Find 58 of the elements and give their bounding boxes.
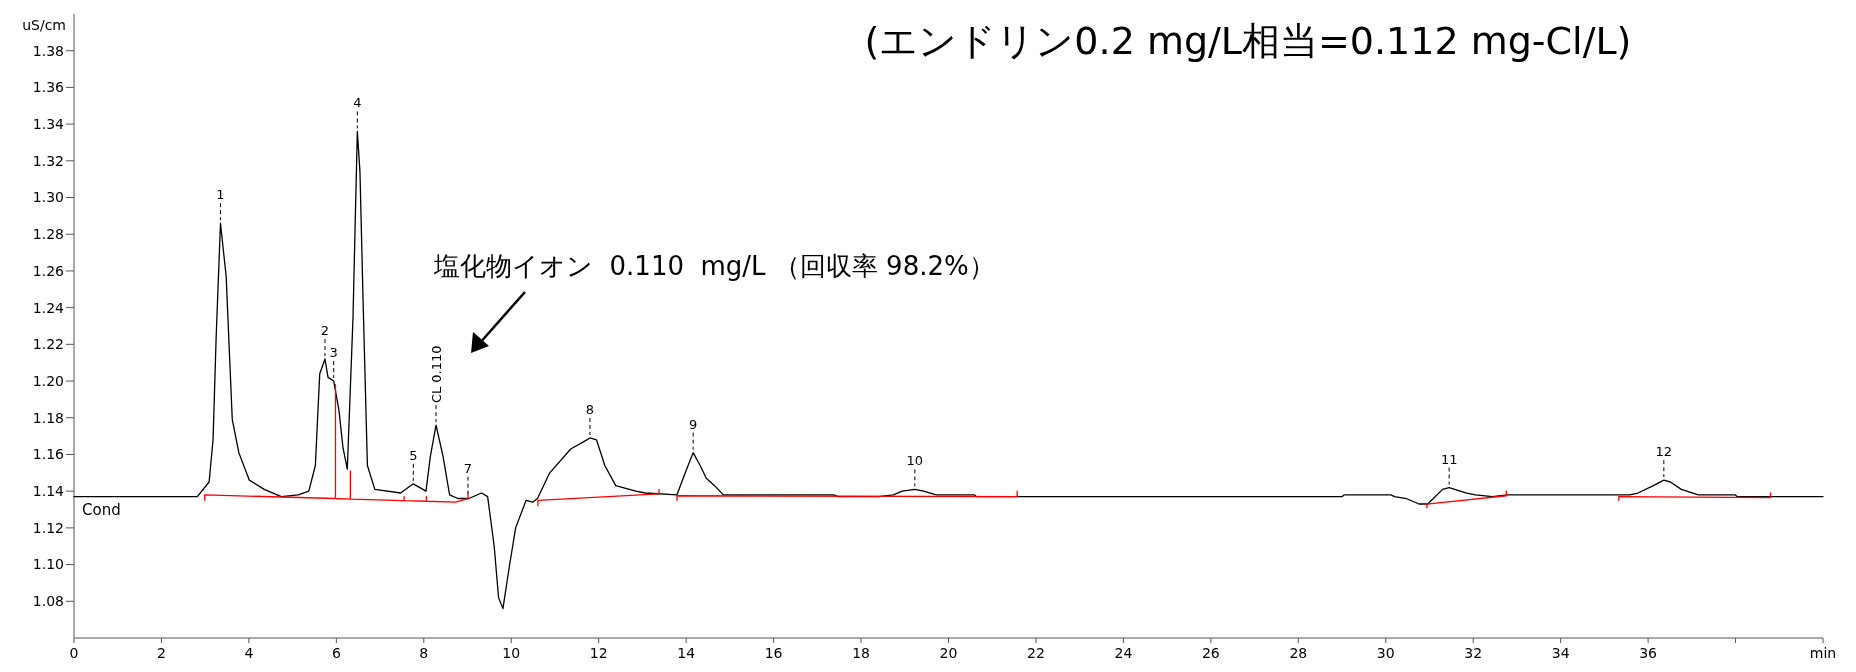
line-series xyxy=(1426,490,1508,509)
annotation: CL 0.110 xyxy=(429,345,445,404)
annotation: 12 xyxy=(1655,444,1673,460)
x-tick-label: 26 xyxy=(1201,645,1220,661)
y-tick-label: 1.28 xyxy=(32,226,64,243)
annotation: 3 xyxy=(329,345,338,361)
x-tick-label: 0 xyxy=(69,645,79,661)
x-tick-label: min xyxy=(1809,645,1837,661)
x-tick-label: 10 xyxy=(502,645,521,661)
line-series xyxy=(73,130,1824,610)
line-series xyxy=(204,384,469,503)
x-tick-label: 12 xyxy=(589,645,608,661)
annotation: 8 xyxy=(585,401,595,417)
annotation: 塩化物イオン 0.110 mg/L （回収率 98.2%） xyxy=(433,251,995,281)
x-tick-label: 18 xyxy=(852,645,870,661)
y-tick-label: 1.18 xyxy=(32,409,64,426)
y-tick-label: 1.20 xyxy=(32,372,64,389)
y-tick-label: 1.34 xyxy=(32,116,65,133)
y-tick-label: 1.26 xyxy=(32,262,65,279)
y-tick-label: 1.10 xyxy=(32,556,64,573)
x-tick-label: 32 xyxy=(1464,645,1483,661)
x-tick-label: 14 xyxy=(677,645,696,661)
x-tick-label: 30 xyxy=(1376,645,1395,661)
x-tick-label: 4 xyxy=(244,645,254,661)
line-series xyxy=(1618,492,1772,501)
annotation: 9 xyxy=(689,416,698,432)
chart-title: (エンドリン0.2 mg/L相当=0.112 mg-Cl/L) xyxy=(864,19,1632,63)
y-tick-label: 1.22 xyxy=(32,336,64,353)
x-tick-label: 6 xyxy=(331,645,341,661)
x-tick-label: 20 xyxy=(939,645,958,661)
y-tick-label: 1.38 xyxy=(32,42,64,59)
y-tick-label: 1.14 xyxy=(32,483,65,500)
annotation: 2 xyxy=(320,323,330,339)
line-series xyxy=(676,490,1018,501)
y-axis-title: uS/cm xyxy=(22,17,66,33)
x-tick-label: 24 xyxy=(1114,645,1133,661)
x-tick-label: 2 xyxy=(156,645,166,661)
y-tick-label: 1.16 xyxy=(32,446,65,463)
annotation: 1 xyxy=(216,187,225,203)
y-tick-label: 1.24 xyxy=(32,299,65,316)
annotation: 11 xyxy=(1440,451,1458,467)
x-tick-label: 8 xyxy=(419,645,429,661)
x-tick-label: 16 xyxy=(764,645,783,661)
y-tick-label: 1.32 xyxy=(32,152,64,169)
x-tick-label: 34 xyxy=(1551,645,1570,661)
y-tick-label: 1.36 xyxy=(32,79,65,96)
y-tick-label: 1.30 xyxy=(32,189,64,206)
series-label: Cond xyxy=(82,500,121,519)
annotation: 4 xyxy=(353,95,362,111)
x-tick-label: 36 xyxy=(1639,645,1658,661)
line-series xyxy=(537,488,660,507)
annotation: 10 xyxy=(906,453,924,469)
y-tick-label: 1.08 xyxy=(32,593,64,610)
x-tick-label: 28 xyxy=(1289,645,1308,661)
x-tick-label: 22 xyxy=(1027,645,1045,661)
y-tick-label: 1.12 xyxy=(32,519,64,536)
annotation: 5 xyxy=(409,447,418,463)
annotation: 7 xyxy=(463,460,473,476)
